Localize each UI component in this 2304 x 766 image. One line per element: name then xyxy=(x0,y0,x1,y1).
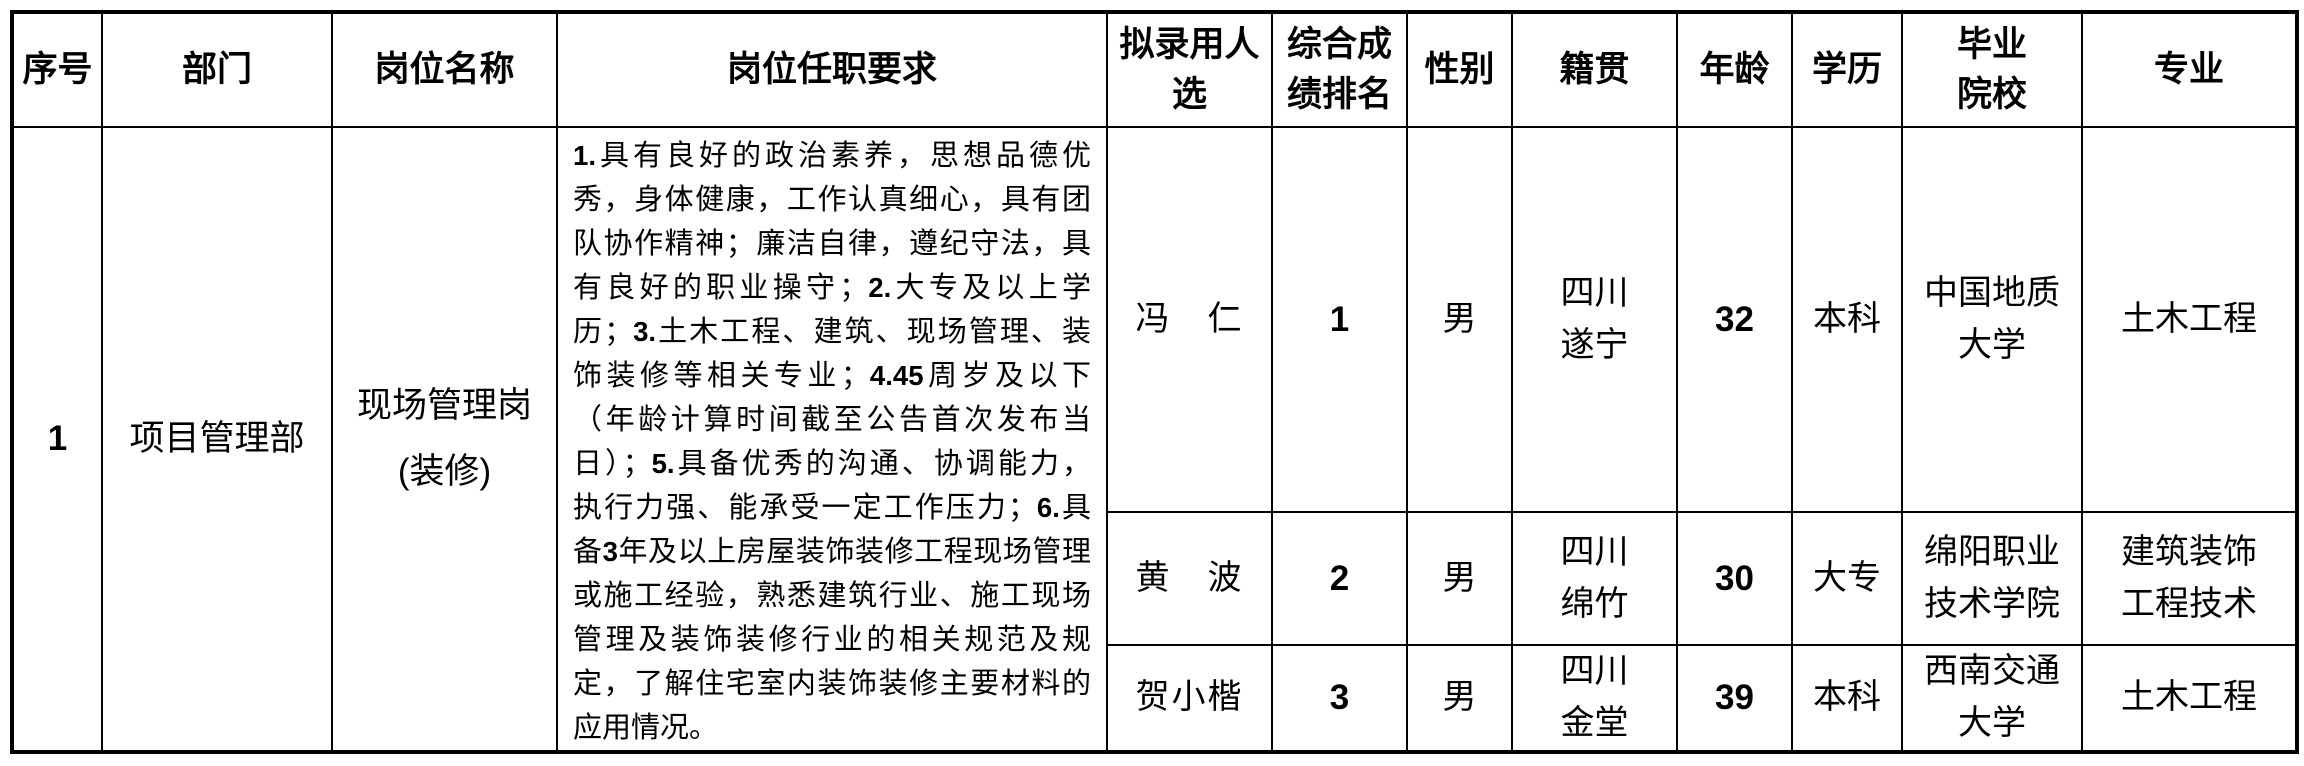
requirement-number: 5. xyxy=(651,448,675,479)
header-gender: 性别 xyxy=(1406,11,1513,128)
header-school: 毕业 院校 xyxy=(1901,11,2083,128)
cell-school: 中国地质 大学 xyxy=(1901,126,2083,513)
cell-candidate-name: 黄 波 xyxy=(1106,511,1273,646)
cell-requirements: 1.具有良好的政治素养，思想品德优 秀，身体健康，工作认真细心，具有团 队协作精神；… xyxy=(556,126,1108,753)
cell-age: 32 xyxy=(1676,126,1793,513)
requirement-line: 或施工经验，熟悉建筑行业、施工现场 xyxy=(573,580,1091,612)
header-age: 年龄 xyxy=(1676,11,1793,128)
cell-major: 土木工程 xyxy=(2081,126,2298,513)
requirement-number: 3. xyxy=(633,316,657,347)
cell-rank: 3 xyxy=(1271,644,1408,753)
table-row-candidate-3: 贺小楷 3 男 四川 金堂 39 本科 西南交通 大学 土木工程 xyxy=(12,644,2298,753)
cell-rank: 1 xyxy=(1271,126,1408,513)
requirement-line: 秀，身体健康，工作认真细心，具有团 xyxy=(573,184,1091,216)
table-row-candidate-2: 黄 波 2 男 四川 绵竹 30 大专 绵阳职业 技术学院 建筑装饰 工程技术 xyxy=(12,511,2298,646)
cell-major: 建筑装饰 工程技术 xyxy=(2081,511,2298,646)
cell-major: 土木工程 xyxy=(2081,644,2298,753)
cell-candidate-name: 冯 仁 xyxy=(1106,126,1273,513)
cell-age: 30 xyxy=(1676,511,1793,646)
requirement-number: 2. xyxy=(868,272,892,303)
requirement-line: 定，了解住宅室内装饰装修主要材料的 xyxy=(573,668,1091,700)
requirement-number: 1. xyxy=(573,140,596,171)
table-row-candidate-1: 1 项目管理部 现场管理岗 (装修) 1.具有良好的政治素养，思想品德优 秀，身体… xyxy=(11,126,2298,753)
cell-native-place: 四川 遂宁 xyxy=(1511,126,1678,513)
header-row: 序号 部门 岗位名称 岗位任职要求 拟录用人 选 综合成 绩排名 性别 籍贯 年… xyxy=(11,11,2298,128)
cell-education: 本科 xyxy=(1791,644,1903,753)
recruitment-table: 序号 部门 岗位名称 岗位任职要求 拟录用人 选 综合成 绩排名 性别 籍贯 年… xyxy=(10,10,2299,754)
header-requirements: 岗位任职要求 xyxy=(556,11,1108,128)
header-position-name: 岗位名称 xyxy=(331,11,558,128)
requirement-line: 应用情况。 xyxy=(573,712,719,744)
header-index: 序号 xyxy=(11,11,103,128)
cell-candidate-name: 贺小楷 xyxy=(1106,644,1273,753)
requirement-line: （年龄计算时间截至公告首次发布当 xyxy=(573,404,1091,436)
cell-native-place: 四川 绵竹 xyxy=(1511,511,1678,646)
requirement-line: 管理及装饰装修行业的相关规范及规 xyxy=(573,624,1091,656)
requirement-line: 1.具有良好的政治素养，思想品德优 xyxy=(573,140,1091,172)
requirement-line: 日）；5.具备优秀的沟通、协调能力， xyxy=(573,448,1091,480)
cell-gender: 男 xyxy=(1406,511,1513,646)
header-education: 学历 xyxy=(1791,11,1903,128)
requirement-number: 4.45 xyxy=(869,360,924,391)
cell-education: 本科 xyxy=(1791,126,1903,513)
header-candidate: 拟录用人 选 xyxy=(1106,11,1273,128)
header-major: 专业 xyxy=(2081,11,2298,128)
cell-department: 项目管理部 xyxy=(101,126,333,753)
header-native-place: 籍贯 xyxy=(1511,11,1678,128)
cell-gender: 男 xyxy=(1406,126,1513,513)
header-department: 部门 xyxy=(101,11,333,128)
cell-index: 1 xyxy=(11,126,103,753)
cell-school: 西南交通 大学 xyxy=(1901,644,2083,753)
requirement-line: 队协作精神；廉洁自律，遵纪守法，具 xyxy=(573,228,1091,260)
cell-rank: 2 xyxy=(1271,511,1408,646)
requirement-number: 6. xyxy=(1036,492,1060,523)
requirement-line: 历；3.土木工程、建筑、现场管理、装 xyxy=(573,316,1091,348)
requirement-line: 饰装修等相关专业；4.45周岁及以下 xyxy=(573,360,1091,392)
cell-age: 39 xyxy=(1676,644,1793,753)
requirement-number: 3 xyxy=(602,536,618,567)
cell-education: 大专 xyxy=(1791,511,1903,646)
cell-school: 绵阳职业 技术学院 xyxy=(1901,511,2083,646)
requirement-line: 执行力强、能承受一定工作压力；6.具 xyxy=(573,492,1091,524)
cell-native-place: 四川 金堂 xyxy=(1511,644,1678,753)
header-rank: 综合成 绩排名 xyxy=(1271,11,1408,128)
requirement-line: 备3年及以上房屋装饰装修工程现场管理 xyxy=(573,536,1091,568)
cell-gender: 男 xyxy=(1406,644,1513,753)
requirement-line: 有良好的职业操守；2.大专及以上学 xyxy=(573,272,1091,304)
cell-position-name: 现场管理岗 (装修) xyxy=(331,126,558,753)
